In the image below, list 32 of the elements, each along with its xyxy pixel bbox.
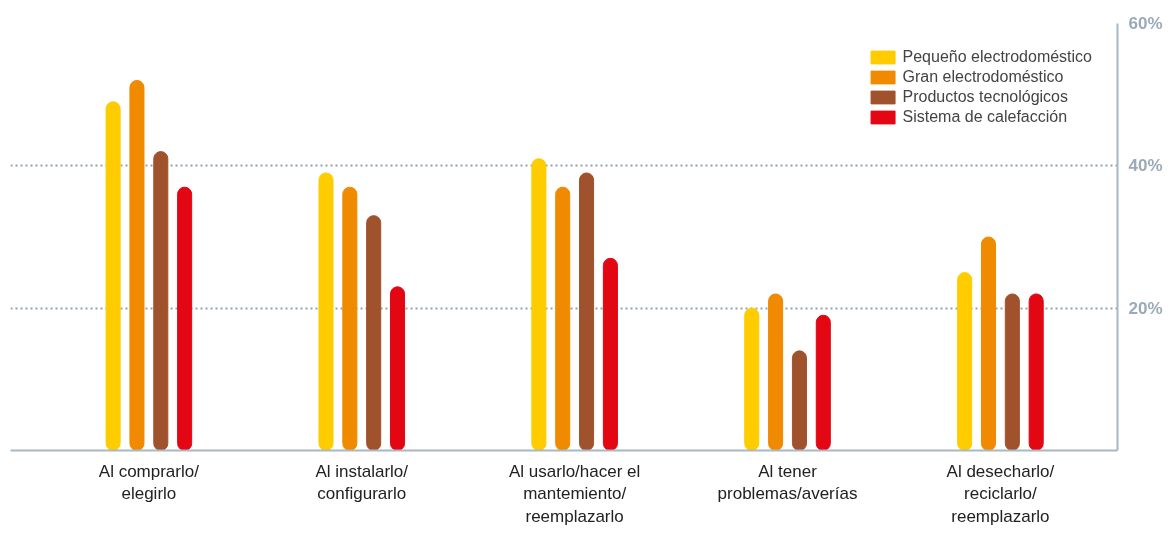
bar: [957, 272, 973, 451]
bar: [980, 236, 997, 451]
bar: [366, 215, 382, 451]
x-tick-label: Al instalarlo/ configurarlo: [315, 461, 409, 504]
y-tick-label: 60%: [1128, 14, 1163, 33]
bar: [579, 172, 595, 451]
bar: [342, 186, 358, 451]
bar: [1028, 293, 1044, 451]
bar: [791, 350, 807, 451]
bar: [318, 172, 334, 451]
x-tick-label: Al desecharlo/ reciclarlo/ reemplazarlo: [946, 461, 1055, 527]
y-tick-label: 40%: [1128, 156, 1163, 176]
y-tick-label: 20%: [1128, 298, 1163, 318]
legend-label: Pequeño electrodoméstico: [902, 48, 1092, 66]
x-tick-label: Al usarlo/hacer el mantemiento/ reemplazarlo: [508, 461, 641, 527]
bar: [815, 314, 831, 451]
bar: [129, 79, 145, 451]
bar: [1004, 293, 1020, 451]
legend-label: Sistema de calefacción: [902, 108, 1068, 126]
bar: [105, 101, 121, 451]
bar: [744, 307, 760, 451]
bar: [390, 286, 406, 451]
bar: [153, 151, 169, 451]
x-tick-label: Al comprarlo/ elegirlo: [98, 461, 200, 504]
bar: [602, 257, 618, 451]
bar: [768, 293, 784, 451]
bar: [177, 186, 193, 451]
x-tick-label: Al tener problemas/averías: [717, 461, 858, 504]
bar: [531, 158, 547, 451]
legend-label: Gran electrodoméstico: [902, 68, 1064, 86]
bar: [555, 186, 571, 451]
legend-label: Productos tecnológicos: [902, 88, 1068, 106]
